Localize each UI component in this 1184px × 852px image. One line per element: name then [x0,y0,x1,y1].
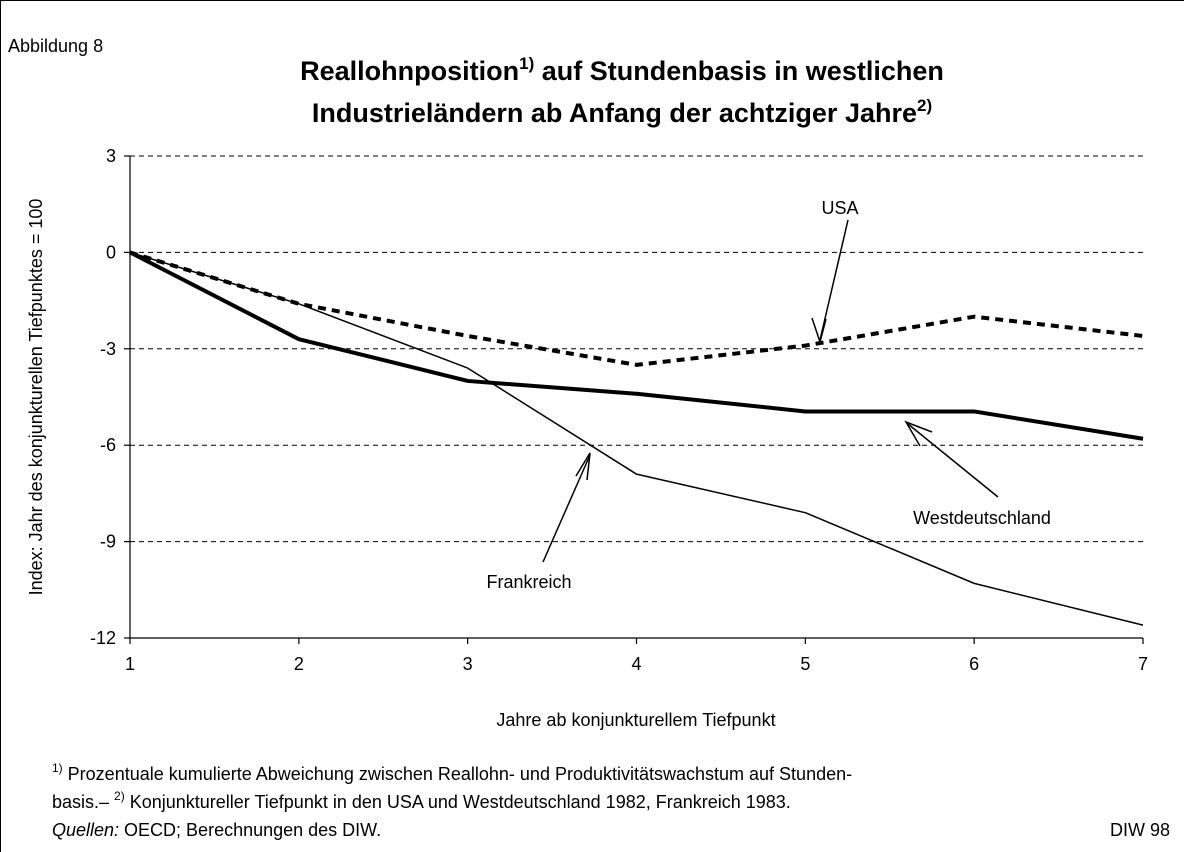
y-tick-label: -3 [100,339,116,359]
footnote: 1) Prozentuale kumulierte Abweichung zwi… [52,761,852,784]
series-label: Frankreich [486,572,571,592]
source-label: Quellen: [52,820,119,840]
x-tick-label: 5 [800,654,810,674]
arrow [819,219,849,341]
series-label: USA [821,198,858,218]
y-tick-label: -12 [90,628,116,648]
y-tick-label: 0 [106,242,116,262]
x-tick-label: 6 [969,654,979,674]
series-label: Westdeutschland [913,508,1051,528]
footnote-sup: 2) [114,789,125,803]
footnote-text: Prozentuale kumulierte Abweichung zwisch… [63,764,852,784]
x-tick-label: 4 [631,654,641,674]
chart-title: Industrieländern ab Anfang der achtziger… [312,96,932,128]
chart-title: Reallohnposition1) auf Stundenbasis in w… [300,54,944,86]
x-tick-label: 3 [463,654,473,674]
arrow [907,423,999,498]
footnote-text: basis.– [52,792,114,812]
series-line [129,250,1144,367]
figure-label: Abbildung 8 [8,36,103,56]
title-part: auf Stundenbasis in westlichen [534,56,944,86]
source-text: OECD; Berechnungen des DIW. [119,820,381,840]
title-sup: 2) [917,96,932,115]
x-tick-label: 1 [125,654,135,674]
y-tick-label: -6 [100,435,116,455]
title-part: Reallohnposition [300,56,519,86]
x-tick-label: 2 [294,654,304,674]
y-tick-label: 3 [106,146,116,166]
y-tick-label: -9 [100,532,116,552]
arrow-head [575,452,591,481]
series-line [129,250,1144,441]
credit: DIW 98 [1110,820,1170,840]
footnote: basis.– 2) Konjunktureller Tiefpunkt in … [52,789,791,812]
footnote-sup: 1) [52,761,63,775]
title-part: Industrieländern ab Anfang der achtziger… [312,98,917,128]
arrow [542,454,591,563]
y-axis-label: Index: Jahr des konjunkturellen Tiefpunk… [26,199,46,596]
arrow-head [904,420,933,447]
x-tick-label: 7 [1138,654,1148,674]
title-sup: 1) [519,54,534,73]
x-axis-label: Jahre ab konjunkturellem Tiefpunkt [496,710,775,730]
source: Quellen: OECD; Berechnungen des DIW. [52,820,381,840]
footnote-text: Konjunktureller Tiefpunkt in den USA und… [125,792,791,812]
series-line [129,251,1144,626]
